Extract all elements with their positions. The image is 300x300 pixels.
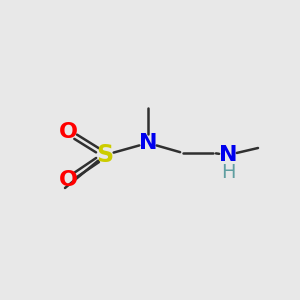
Text: N: N <box>219 145 237 165</box>
Text: O: O <box>58 122 77 142</box>
Text: S: S <box>96 143 114 167</box>
Text: O: O <box>58 170 77 190</box>
Text: H: H <box>221 163 235 182</box>
Text: N: N <box>139 133 157 153</box>
